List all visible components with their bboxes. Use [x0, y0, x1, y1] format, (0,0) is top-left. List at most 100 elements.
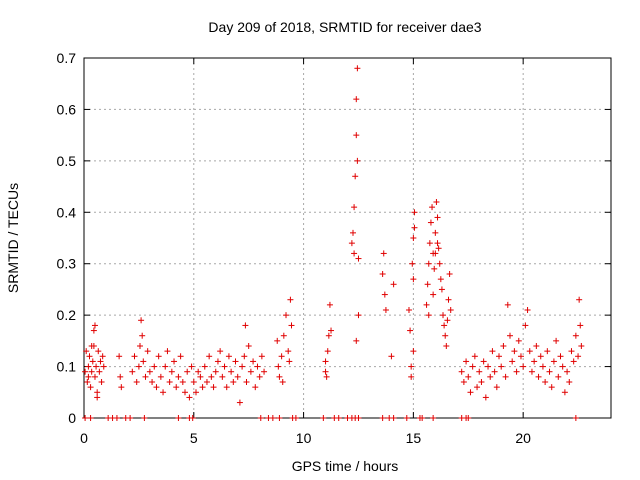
data-point: [500, 343, 507, 349]
plot-frame: [83, 57, 612, 419]
data-point: [93, 363, 100, 370]
data-point: [201, 363, 208, 370]
data-point-zero: [82, 415, 89, 421]
data-point: [325, 332, 332, 339]
data-point: [440, 312, 447, 319]
data-point: [511, 348, 518, 355]
data-point: [243, 379, 250, 385]
data-point: [544, 348, 551, 355]
data-point: [94, 389, 101, 396]
data-point: [100, 363, 107, 370]
data-point: [91, 373, 98, 380]
data-point: [410, 348, 417, 355]
data-point: [430, 291, 437, 298]
data-point: [278, 353, 285, 360]
data-point: [548, 384, 555, 391]
data-point: [322, 358, 329, 365]
data-point: [550, 358, 557, 365]
data-point: [465, 373, 472, 380]
data-point: [135, 363, 142, 370]
data-point: [151, 363, 158, 370]
data-point-zero: [276, 415, 283, 421]
data-point: [241, 353, 248, 360]
data-point: [349, 229, 356, 236]
data-point: [144, 348, 151, 355]
data-point: [433, 199, 440, 205]
data-point: [84, 379, 91, 385]
data-point: [206, 353, 213, 360]
x-tick-label: 5: [190, 430, 198, 446]
data-point: [195, 368, 202, 375]
data-point-zero: [403, 415, 410, 421]
y-tick-label: 0.3: [57, 256, 77, 272]
data-point: [225, 353, 232, 360]
data-point: [250, 358, 257, 365]
data-point: [219, 373, 226, 380]
data-point: [274, 337, 281, 344]
data-point: [429, 204, 436, 211]
data-point-zero: [430, 415, 437, 421]
data-point: [577, 322, 584, 329]
data-point: [426, 240, 433, 247]
data-point: [351, 250, 358, 257]
data-point-zero: [292, 415, 299, 421]
data-point: [285, 348, 292, 355]
data-point: [432, 229, 439, 236]
data-point: [520, 363, 527, 370]
data-point: [555, 373, 562, 380]
data-point: [353, 337, 360, 344]
data-point: [576, 296, 583, 303]
data-point: [155, 353, 162, 360]
data-point: [578, 343, 585, 349]
data-point: [442, 332, 449, 339]
data-point: [254, 363, 261, 370]
data-point: [467, 389, 474, 396]
data-point: [223, 384, 230, 391]
data-point-zero: [335, 415, 342, 421]
data-point: [280, 332, 287, 339]
data-point: [491, 368, 498, 375]
data-point: [493, 384, 500, 391]
data-point: [539, 363, 546, 370]
data-point: [245, 343, 252, 349]
data-point: [91, 322, 98, 329]
data-point: [283, 312, 290, 319]
data-point: [443, 343, 450, 349]
data-point-zero: [355, 415, 362, 421]
data-point: [502, 373, 509, 380]
data-point: [164, 348, 171, 355]
data-point: [568, 348, 575, 355]
data-point: [82, 368, 89, 375]
data-point-zero: [257, 415, 264, 421]
data-point: [208, 373, 215, 380]
data-point: [230, 379, 237, 385]
data-point: [537, 353, 544, 360]
data-point-zero: [269, 415, 276, 421]
data-point: [425, 312, 432, 319]
data-point: [559, 363, 566, 370]
data-point: [197, 373, 204, 380]
data-point: [542, 379, 549, 385]
points-layer: [82, 65, 585, 421]
data-point: [153, 384, 160, 391]
data-point: [513, 368, 520, 375]
data-point: [276, 373, 283, 380]
y-tick-label: 0.1: [57, 359, 77, 375]
data-point: [136, 343, 143, 349]
data-point: [203, 379, 210, 385]
data-point: [287, 296, 294, 303]
data-point: [261, 368, 268, 375]
data-point: [88, 343, 95, 349]
data-point: [498, 363, 505, 370]
data-point: [410, 235, 417, 241]
data-point: [474, 384, 481, 391]
data-point: [177, 353, 184, 360]
x-tick-label: 0: [80, 430, 88, 446]
data-point: [434, 240, 441, 247]
data-point: [515, 337, 522, 344]
data-point: [275, 363, 282, 370]
data-point: [432, 250, 439, 257]
data-point: [480, 358, 487, 365]
data-point: [322, 368, 329, 375]
data-point: [221, 363, 228, 370]
